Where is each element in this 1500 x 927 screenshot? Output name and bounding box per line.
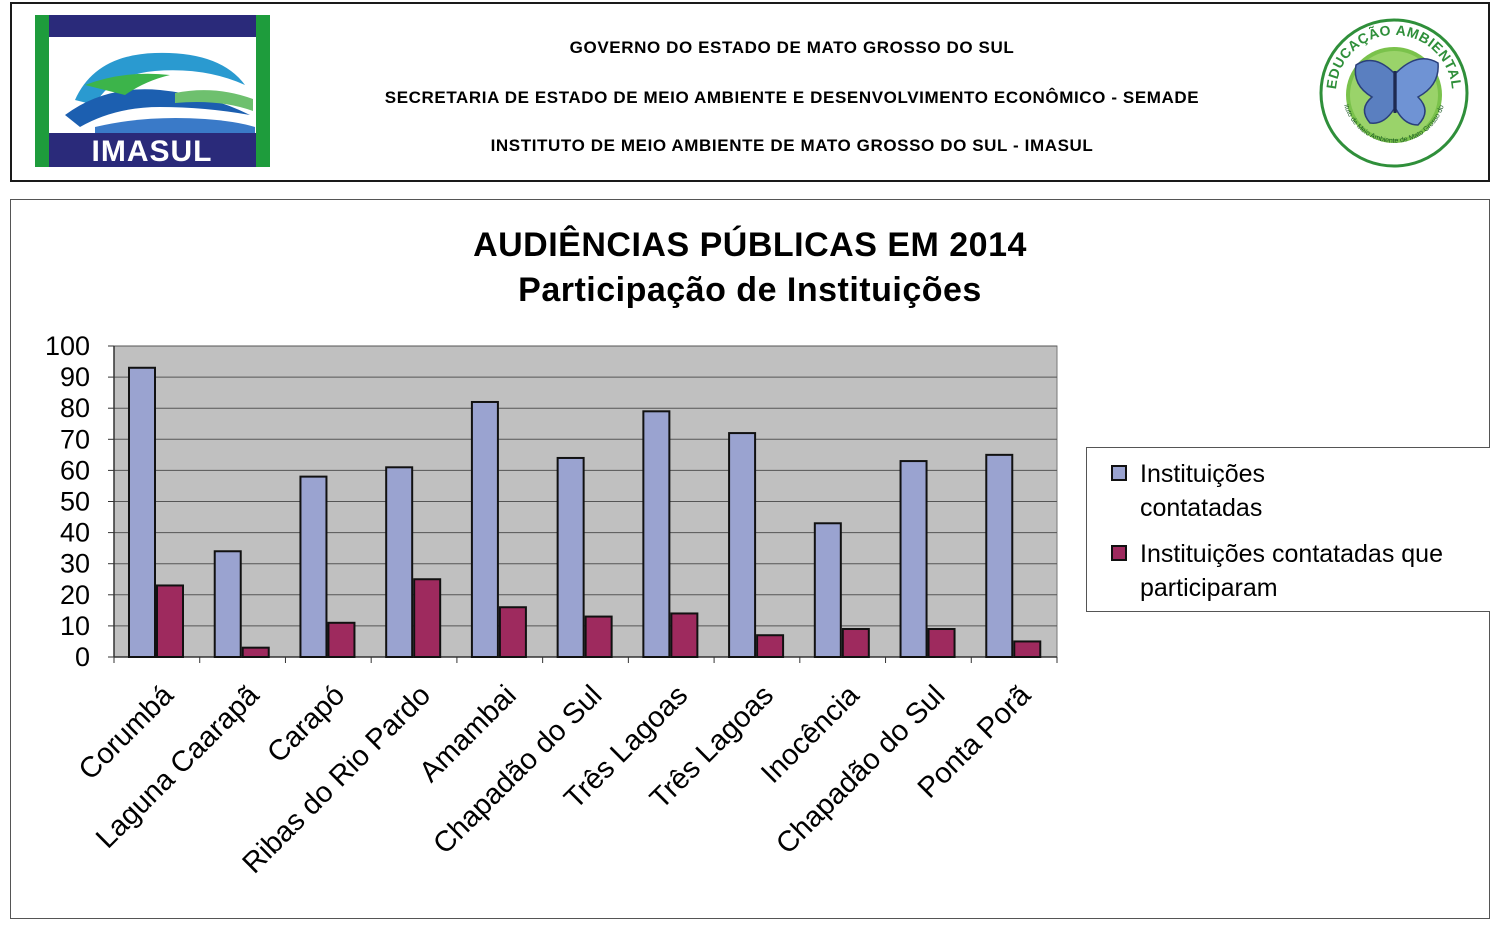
- chart-title: AUDIÊNCIAS PÚBLICAS EM 2014: [473, 226, 1027, 264]
- legend-label-contacted: Instituições contatadas: [1140, 460, 1266, 522]
- bar-participated: [927, 628, 956, 659]
- y-tick-label: 50: [60, 487, 90, 517]
- bar-participated: [327, 621, 356, 658]
- bar-participated: [498, 606, 527, 658]
- header-line-government: GOVERNO DO ESTADO DE MATO GROSSO DO SUL: [569, 38, 1015, 57]
- y-tick-label: 60: [60, 455, 90, 485]
- imasul-logo-text: IMASUL: [92, 135, 213, 167]
- bar-participated: [670, 612, 699, 659]
- educacao-ambiental-logo: EDUCAÇÃO AMBIENTAL Instituto de Meio Amb…: [1314, 13, 1470, 169]
- bar-contacted: [899, 460, 928, 658]
- y-tick-label: 80: [60, 393, 90, 423]
- legend-swatch-participated: [1111, 545, 1127, 561]
- header-line-institute: INSTITUTO DE MEIO AMBIENTE DE MATO GROSS…: [490, 136, 1094, 155]
- y-tick-label: 70: [60, 424, 90, 454]
- header-box: IMASUL GOVERNO DO ESTADO DE MATO GROSSO …: [10, 2, 1490, 182]
- y-tick-label: 10: [60, 611, 90, 641]
- bar-participated: [241, 646, 270, 658]
- bar-contacted: [470, 400, 499, 659]
- bar-contacted: [813, 522, 842, 659]
- y-tick-label: 40: [60, 518, 90, 548]
- bar-contacted: [985, 453, 1014, 658]
- bar-participated: [841, 628, 870, 659]
- x-tick-label: Laguna Caarapã: [90, 679, 266, 855]
- bar-contacted: [556, 456, 585, 658]
- bar-contacted: [128, 366, 156, 658]
- bar-participated: [756, 634, 785, 658]
- y-tick-label: 20: [60, 580, 90, 610]
- y-tick-label: 100: [45, 331, 90, 361]
- y-tick-label: 90: [60, 362, 90, 392]
- y-tick-label: 30: [60, 549, 90, 579]
- header-line-secretariat: SECRETARIA DE ESTADO DE MEIO AMBIENTE E …: [384, 88, 1200, 107]
- bar-participated: [1013, 640, 1042, 659]
- header-text-block: GOVERNO DO ESTADO DE MATO GROSSO DO SUL …: [267, 4, 1317, 184]
- bar-contacted: [385, 466, 414, 659]
- bar-participated: [413, 578, 442, 658]
- bar-participated: [584, 615, 613, 659]
- bar-contacted: [299, 475, 328, 658]
- legend-label-participated: Instituições contatadas que participaram: [1140, 540, 1443, 602]
- legend-swatch-contacted: [1111, 465, 1127, 481]
- bar-participated: [156, 584, 184, 658]
- bar-contacted: [728, 432, 757, 658]
- imasul-logo: IMASUL: [35, 15, 270, 167]
- y-tick-label: 0: [75, 642, 90, 672]
- bar-contacted: [642, 410, 671, 658]
- chart-legend: Instituições contatadas Instituições con…: [1086, 447, 1490, 612]
- bar-contacted: [213, 550, 242, 659]
- chart-subtitle: Participação de Instituições: [518, 271, 982, 309]
